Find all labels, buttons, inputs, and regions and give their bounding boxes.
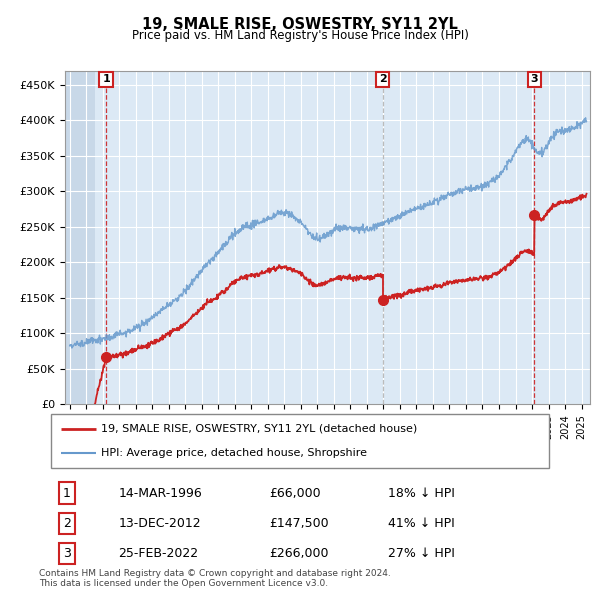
- Text: £147,500: £147,500: [269, 517, 329, 530]
- Text: £266,000: £266,000: [269, 547, 329, 560]
- Text: 19, SMALE RISE, OSWESTRY, SY11 2YL: 19, SMALE RISE, OSWESTRY, SY11 2YL: [142, 17, 458, 31]
- Text: 19, SMALE RISE, OSWESTRY, SY11 2YL (detached house): 19, SMALE RISE, OSWESTRY, SY11 2YL (deta…: [101, 424, 417, 434]
- Text: 3: 3: [63, 547, 71, 560]
- FancyBboxPatch shape: [50, 414, 550, 468]
- Text: HPI: Average price, detached house, Shropshire: HPI: Average price, detached house, Shro…: [101, 448, 367, 458]
- Bar: [65, 71, 95, 404]
- Text: 25-FEB-2022: 25-FEB-2022: [118, 547, 199, 560]
- Text: 3: 3: [530, 74, 538, 84]
- Text: 27% ↓ HPI: 27% ↓ HPI: [388, 547, 455, 560]
- Text: 2: 2: [379, 74, 386, 84]
- Text: 2: 2: [63, 517, 71, 530]
- Text: 41% ↓ HPI: 41% ↓ HPI: [388, 517, 455, 530]
- Text: 1: 1: [63, 487, 71, 500]
- Text: 1: 1: [102, 74, 110, 84]
- Text: 13-DEC-2012: 13-DEC-2012: [118, 517, 201, 530]
- Text: £66,000: £66,000: [269, 487, 321, 500]
- Text: Contains HM Land Registry data © Crown copyright and database right 2024.
This d: Contains HM Land Registry data © Crown c…: [39, 569, 391, 588]
- Text: 14-MAR-1996: 14-MAR-1996: [118, 487, 202, 500]
- Text: 18% ↓ HPI: 18% ↓ HPI: [388, 487, 455, 500]
- Text: Price paid vs. HM Land Registry's House Price Index (HPI): Price paid vs. HM Land Registry's House …: [131, 30, 469, 42]
